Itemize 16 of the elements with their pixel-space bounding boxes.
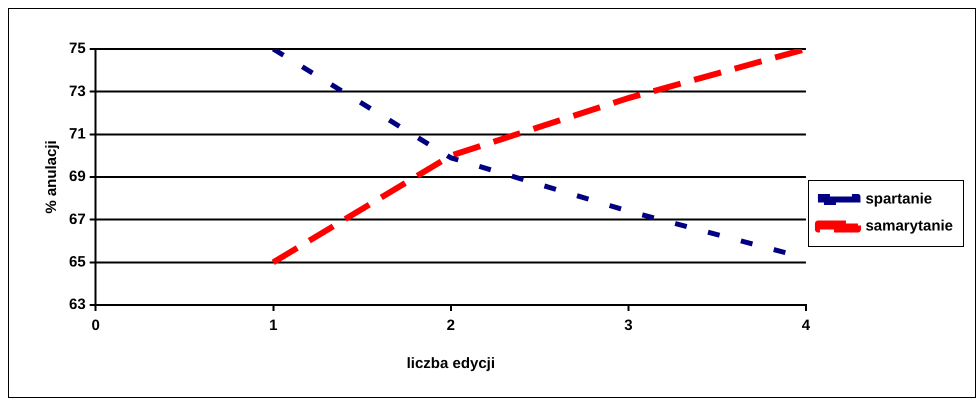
y-tick-label: 69	[68, 168, 86, 186]
y-axis-title: % anulacji	[43, 140, 60, 214]
legend-label: samarytanie	[865, 218, 954, 235]
x-tick-label: 1	[269, 317, 278, 334]
x-tick-label: 4	[802, 317, 811, 334]
x-tick-label: 2	[446, 317, 455, 334]
legend-label: spartanie	[865, 190, 932, 208]
y-tick-label: 67	[68, 210, 86, 228]
y-tick-label: 75	[68, 40, 86, 58]
x-tick-label: 3	[624, 317, 633, 334]
y-tick-label: 73	[68, 82, 86, 100]
y-tick-label: 63	[68, 296, 86, 314]
x-tick-label: 0	[92, 317, 100, 334]
x-axis-title: liczba edycji	[406, 355, 496, 372]
y-tick-label: 71	[68, 125, 86, 142]
y-tick-label: 65	[68, 253, 86, 270]
